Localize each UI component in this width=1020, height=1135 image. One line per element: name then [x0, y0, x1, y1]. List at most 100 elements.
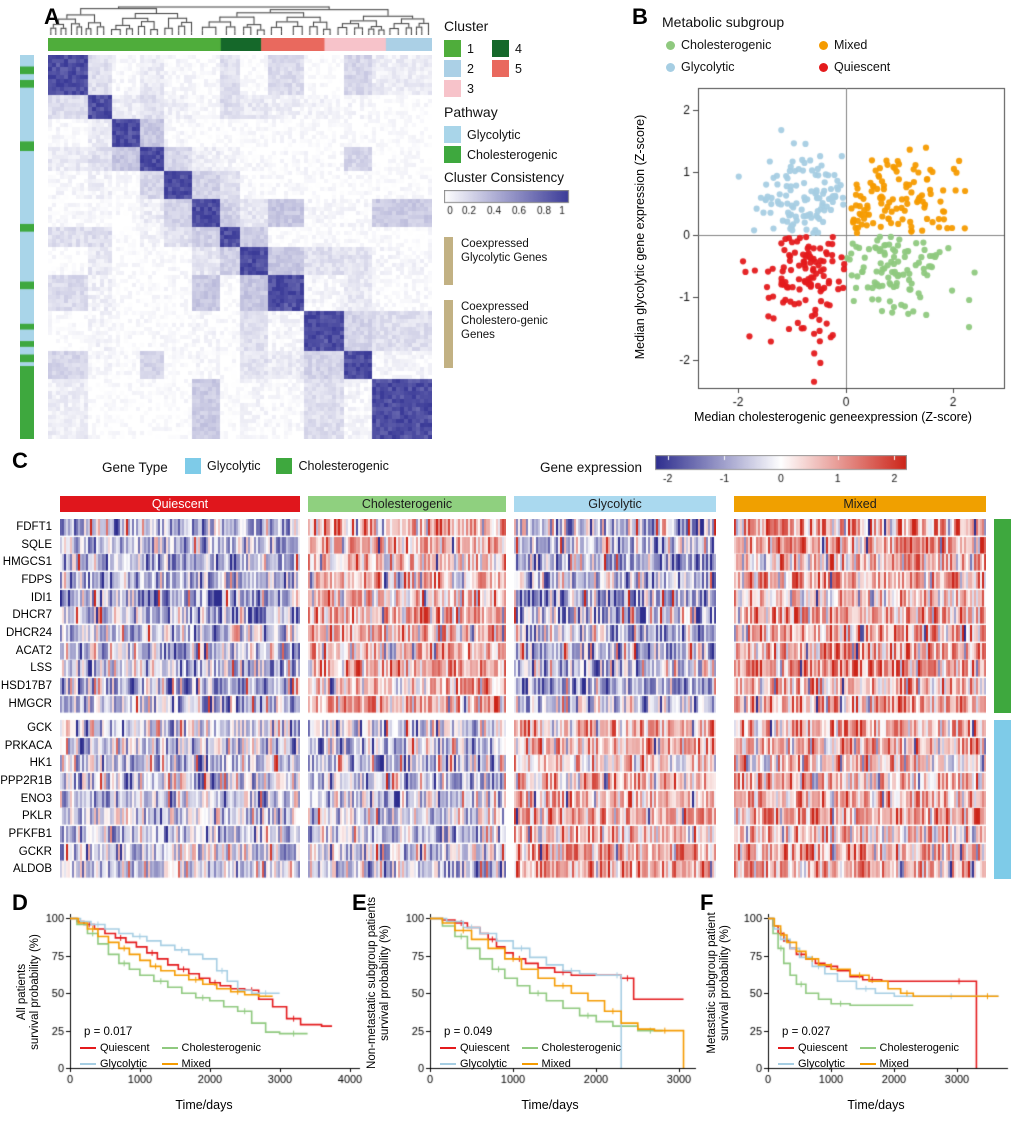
gene-type-swatch	[185, 458, 201, 474]
km-legend-label: Quiescent	[100, 1042, 150, 1054]
expression-heatmap-quiescent	[60, 519, 300, 880]
subgroup-legend-dot	[666, 62, 675, 72]
dendrogram	[48, 5, 432, 35]
subgroup-legend-item-glycolytic: Glycolytic	[666, 60, 811, 74]
gene-type-item-cholesterogenic: Cholesterogenic	[276, 458, 389, 474]
km-legend-line	[161, 1047, 178, 1049]
survival-d-legend: Quiescent Cholesterogenic Glycolytic Mixed	[80, 1042, 261, 1070]
gene-label-hmgcr: HMGCR	[8, 697, 52, 710]
cluster-swatch	[444, 80, 461, 97]
panel-b-label: B	[632, 4, 648, 29]
km-legend-item-mixed: Mixed	[161, 1058, 262, 1070]
km-legend-label: Mixed	[541, 1058, 571, 1070]
subgroup-scatter-plot	[650, 78, 1016, 414]
km-legend-label: Glycolytic	[798, 1058, 846, 1070]
km-legend-line	[80, 1047, 96, 1049]
pathway-swatch	[444, 126, 461, 143]
pathway-swatch-label: Cholesterogenic	[467, 147, 558, 162]
pathway-legend: Pathway Glycolytic Cholesterogenic	[444, 104, 557, 163]
cluster-legend-item-1: 1	[444, 40, 474, 57]
row-group-bar-cholesterogenic	[994, 519, 1011, 713]
subgroup-legend-label: Mixed	[834, 38, 868, 52]
survival-d-y-axis-label: All patients survival probability (%)	[16, 912, 42, 1072]
subgroup-legend-item-mixed: Mixed	[819, 38, 890, 52]
km-legend-label: Glycolytic	[100, 1058, 148, 1070]
km-legend-line	[521, 1063, 538, 1065]
gene-label-pklr: PKLR	[21, 810, 52, 823]
survival-f-x-axis-label: Time/days	[847, 1098, 905, 1112]
cluster-legend-item-4: 4	[491, 40, 522, 57]
column-group-header-quiescent: Quiescent	[60, 496, 300, 512]
column-group-header-mixed: Mixed	[734, 496, 986, 512]
pathway-legend-items: Glycolytic Cholesterogenic	[444, 126, 557, 163]
cluster-legend-item-2: 2	[444, 60, 474, 77]
survival-d-p-value: p = 0.017	[84, 1026, 133, 1038]
cluster-swatch	[444, 60, 461, 77]
subgroup-legend-dot	[666, 40, 675, 50]
gene-label-dhcr24: DHCR24	[5, 626, 52, 639]
survival-f-p-value: p = 0.027	[782, 1026, 831, 1038]
gene-type-item-glycolytic: Glycolytic	[185, 458, 260, 474]
km-legend-item-glycolytic: Glycolytic	[778, 1058, 848, 1070]
pathway-annotation-bar	[20, 55, 34, 439]
subgroup-legend-label: Cholesterogenic	[681, 38, 772, 52]
column-group-header-cholesterogenic: Cholesterogenic	[308, 496, 506, 512]
coexpressed-cholesterogenic-label: Coexpressed Cholestero-genic Genes	[461, 301, 548, 341]
survival-f-y-axis-label: Metastatic subgroup patient survival pro…	[706, 888, 732, 1078]
gene-label-sqle: SQLE	[21, 538, 52, 551]
km-legend-item-quiescent: Quiescent	[440, 1042, 510, 1054]
gene-label-aldob: ALDOB	[13, 863, 52, 876]
survival-e-legend: Quiescent Cholesterogenic Glycolytic Mixed	[440, 1042, 621, 1070]
panel-c-label: C	[12, 448, 28, 473]
survival-e-p-value: p = 0.049	[444, 1026, 493, 1038]
subgroup-legend-item-quiescent: Quiescent	[819, 60, 890, 74]
km-legend-item-cholesterogenic: Cholesterogenic	[859, 1042, 959, 1054]
km-legend-label: Glycolytic	[460, 1058, 508, 1070]
coexpressed-cholesterogenic-bar	[444, 300, 453, 368]
panel-d-label: D	[12, 890, 28, 915]
subgroup-legend-dot	[819, 40, 828, 50]
gene-label-lss: LSS	[30, 662, 52, 675]
survival-f-y-axis-line1: Metastatic subgroup patient	[706, 912, 718, 1054]
expression-heatmap-cholesterogenic	[308, 519, 506, 880]
cluster-swatch	[444, 40, 461, 57]
column-group-header-glycolytic: Glycolytic	[514, 496, 716, 512]
km-legend-line	[859, 1063, 876, 1065]
pathway-swatch-label: Glycolytic	[467, 127, 521, 142]
row-group-bar-glycolytic	[994, 720, 1011, 879]
survival-e-y-axis-line1: Non-metastatic subgroup patients	[366, 897, 378, 1069]
gene-label-hsd17b7: HSD17B7	[0, 679, 52, 692]
survival-e-x-axis-label: Time/days	[521, 1098, 579, 1112]
gene-label-hk1: HK1	[29, 757, 52, 770]
survival-d-x-axis-label: Time/days	[175, 1098, 233, 1112]
km-legend-line	[778, 1063, 794, 1065]
metabolic-subgroup-legend-title: Metabolic subgroup	[662, 14, 785, 30]
consistency-gradient-bar	[444, 190, 574, 220]
km-legend-label: Quiescent	[460, 1042, 510, 1054]
survival-e-y-axis-label: Non-metastatic subgroup patients surviva…	[366, 888, 392, 1078]
km-legend-item-quiescent: Quiescent	[80, 1042, 150, 1054]
scatter-y-axis-label: Median glycolytic gene expression (Z-sco…	[633, 114, 647, 360]
cluster-legend-item-5: 5	[491, 60, 522, 77]
survival-d-y-axis-line1: All patients	[16, 963, 28, 1021]
gene-label-idi1: IDI1	[30, 591, 52, 604]
pathway-legend-item-glycolytic: Glycolytic	[444, 126, 557, 143]
survival-plot-non-metastatic	[396, 902, 704, 1098]
pathway-swatch	[444, 146, 461, 163]
km-legend-line	[521, 1047, 538, 1049]
cluster-swatch-label: 2	[467, 61, 474, 76]
survival-f-y-axis-line2: survival probability (%)	[719, 925, 731, 1041]
cluster-legend-item-3: 3	[444, 80, 474, 97]
km-legend-label: Quiescent	[798, 1042, 848, 1054]
gene-type-swatch	[276, 458, 293, 474]
km-legend-line	[80, 1063, 96, 1065]
gene-label-gck: GCK	[27, 722, 52, 735]
coexpressed-glycolytic-label: Coexpressed Glycolytic Genes	[461, 238, 548, 264]
cluster-swatch-label: 3	[467, 81, 474, 96]
consistency-legend: Cluster Consistency	[444, 170, 564, 191]
cluster-swatch	[491, 60, 509, 77]
gene-type-label: Glycolytic	[207, 459, 261, 473]
subgroup-legend-dot	[819, 62, 828, 72]
